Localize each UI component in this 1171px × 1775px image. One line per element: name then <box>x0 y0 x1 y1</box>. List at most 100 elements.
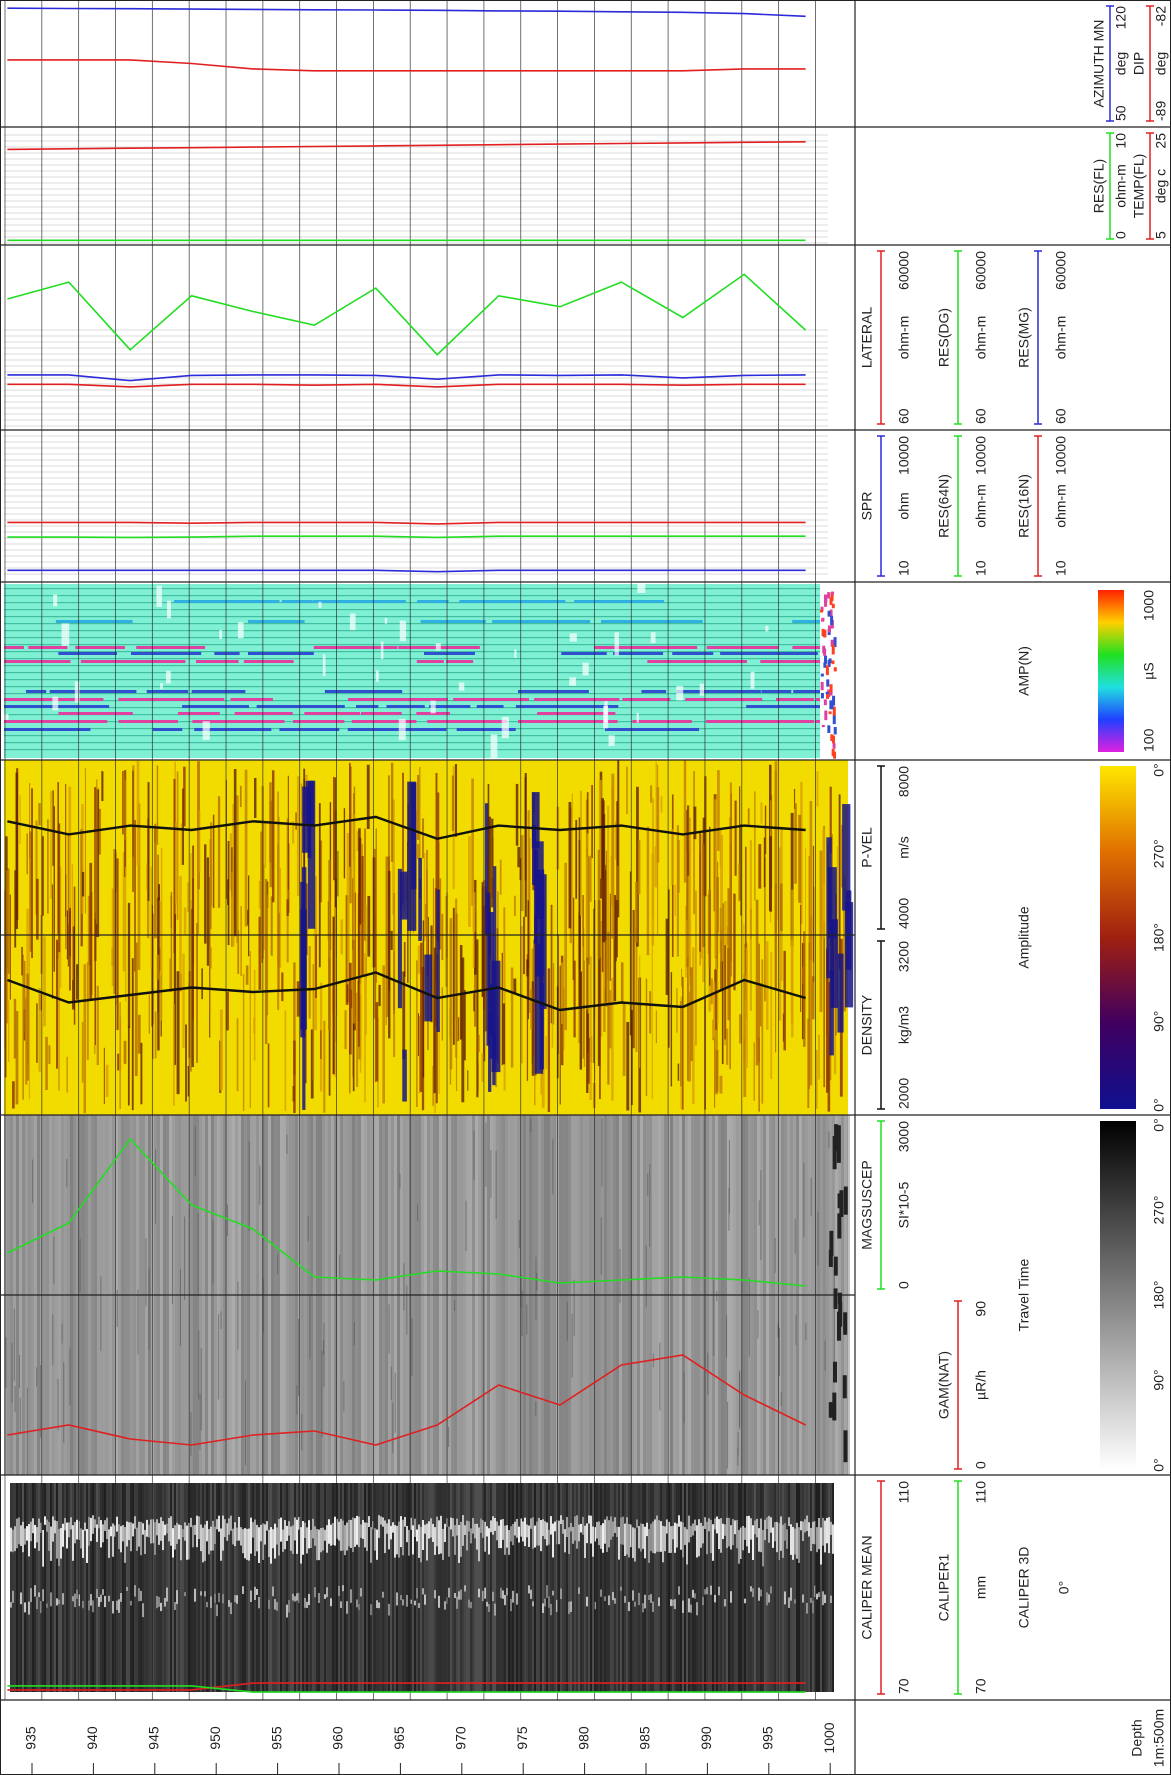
image-row <box>4 630 820 632</box>
image-strip <box>290 1483 292 1692</box>
image-spot <box>837 1213 842 1239</box>
image-light <box>828 1517 830 1554</box>
image-streak <box>435 773 438 937</box>
image-streak <box>748 1277 750 1357</box>
image-stripe <box>622 698 671 701</box>
image-patch <box>424 954 433 1022</box>
image-streak <box>668 889 670 1048</box>
image-streak <box>390 762 394 862</box>
image-streak <box>183 907 187 936</box>
image-light <box>526 1524 528 1538</box>
image-streak <box>793 788 796 809</box>
image-light <box>516 1593 518 1605</box>
image-light <box>156 1595 158 1609</box>
image-strip <box>186 1483 188 1692</box>
image-streak <box>146 863 148 891</box>
image-light <box>642 1603 644 1613</box>
image-streak <box>148 1268 150 1350</box>
image-light <box>814 1585 816 1598</box>
image-streak <box>9 894 11 1000</box>
image-streak <box>810 1177 812 1217</box>
image-streak <box>520 835 524 912</box>
image-streak <box>635 927 638 1052</box>
depth-label: 950 <box>207 1726 223 1750</box>
image-strip <box>148 1483 150 1692</box>
image-light <box>132 1523 134 1537</box>
image-streak <box>589 956 592 1101</box>
image-stripe <box>685 698 763 701</box>
image-stripe <box>456 728 516 731</box>
image-light <box>58 1528 60 1566</box>
image-streak <box>367 895 371 957</box>
image-light <box>198 1516 200 1540</box>
image-strip <box>240 1483 242 1692</box>
image-streak <box>800 781 803 925</box>
image-streak <box>113 849 117 995</box>
scale-unit: deg <box>1153 52 1169 75</box>
image-streak <box>366 764 370 829</box>
image-light <box>80 1528 82 1549</box>
scale-min: 60 <box>973 408 989 424</box>
image-light <box>190 1517 192 1528</box>
image-strip <box>698 1483 700 1692</box>
curve-name: RES(DG) <box>936 308 952 367</box>
image-streak <box>467 1070 469 1091</box>
image-streak <box>680 996 683 1110</box>
image-streak <box>626 766 628 815</box>
image-patch <box>300 909 307 1030</box>
image-light <box>470 1601 472 1609</box>
image-stripe <box>4 660 71 663</box>
image-strip <box>640 1483 642 1692</box>
image-strip <box>628 1483 630 1692</box>
image-light <box>802 1521 804 1542</box>
image-streak <box>69 1348 71 1406</box>
image-streak <box>573 960 576 1038</box>
image-streak <box>19 795 21 845</box>
image-light <box>194 1588 196 1602</box>
scale-min: 60 <box>1053 408 1069 424</box>
image-streak <box>115 850 117 1005</box>
image-light <box>30 1588 32 1603</box>
image-streak <box>132 770 134 892</box>
image-light <box>734 1520 736 1535</box>
image-strip <box>362 1483 364 1692</box>
image-light <box>328 1519 330 1544</box>
image-streak <box>264 879 268 1045</box>
image-light <box>216 1519 218 1530</box>
image-strip <box>142 1483 144 1692</box>
image-streak <box>583 960 586 1067</box>
image-streak <box>417 1204 419 1221</box>
image-light <box>206 1520 208 1542</box>
image-strip <box>568 1483 570 1692</box>
image-end <box>831 660 835 665</box>
image-stripe <box>647 660 747 663</box>
image-streak <box>582 928 585 1059</box>
image-light <box>648 1529 650 1563</box>
image-streak <box>300 783 303 933</box>
image-strip <box>158 1483 160 1692</box>
image-streak <box>52 1314 54 1366</box>
image-streak <box>236 1018 239 1092</box>
image-spot <box>514 649 517 659</box>
image-strip <box>218 1483 220 1692</box>
image-streak <box>298 1318 300 1396</box>
image-light <box>308 1520 310 1549</box>
image-light <box>310 1529 312 1549</box>
image-strip <box>162 1483 164 1692</box>
image-light <box>576 1515 578 1549</box>
image-light <box>782 1524 784 1558</box>
image-strip <box>564 1483 566 1692</box>
image-end <box>824 594 828 604</box>
image-stripe <box>182 705 250 708</box>
image-streak <box>427 916 429 977</box>
image-strip <box>22 1483 24 1692</box>
image-light <box>690 1604 692 1613</box>
image-stripe <box>293 720 345 723</box>
image-strip <box>530 1483 532 1692</box>
image-spot <box>839 1190 844 1217</box>
image-light <box>90 1517 92 1542</box>
curve-name: DENSITY <box>859 994 875 1055</box>
image-strip <box>696 1483 698 1692</box>
scale-min: 70 <box>896 1678 912 1694</box>
image-streak <box>323 1323 325 1388</box>
